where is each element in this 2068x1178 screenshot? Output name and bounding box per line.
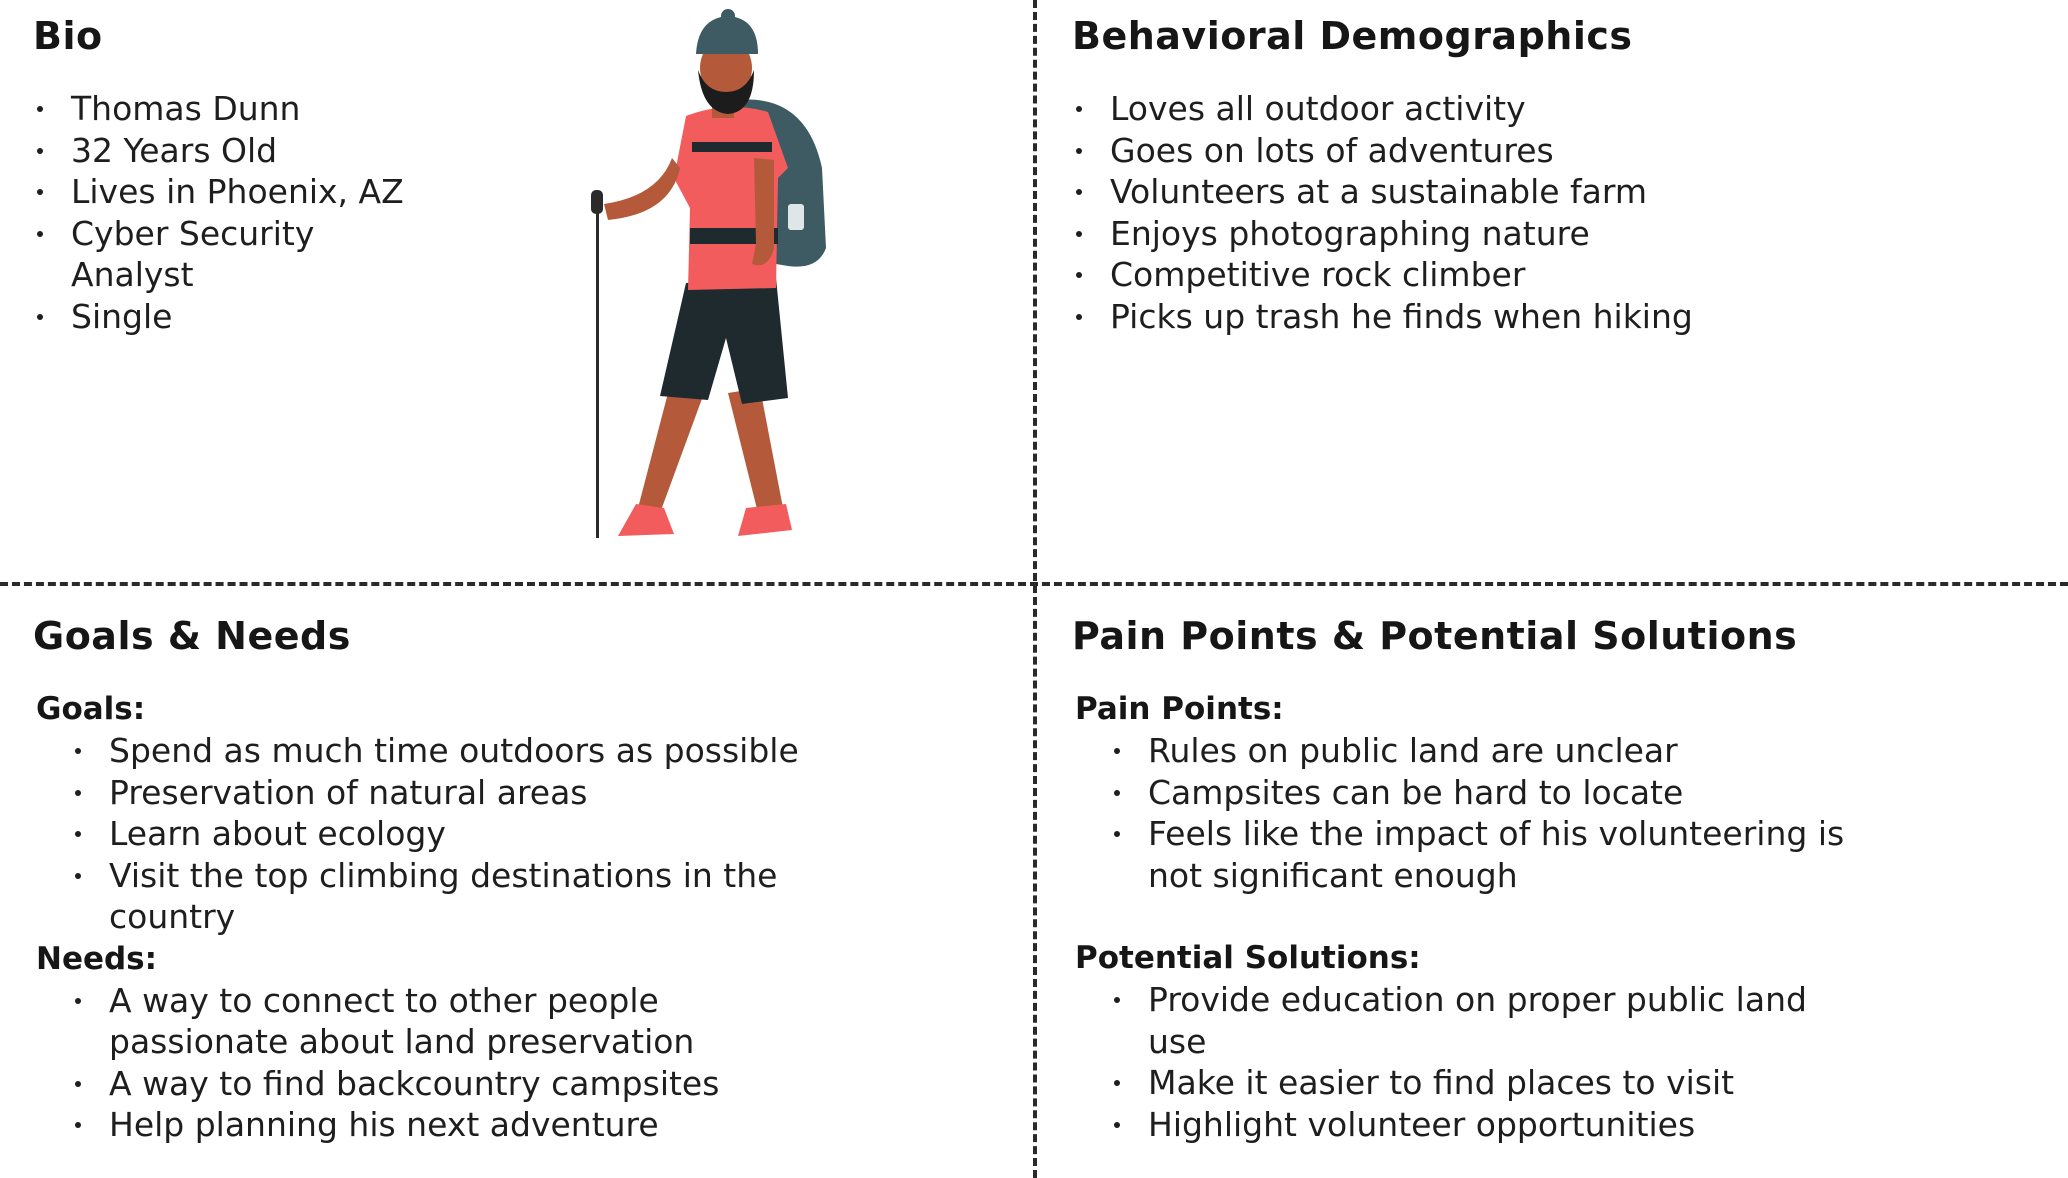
list-item: Help planning his next adventure [71,1104,831,1146]
list-item: A way to connect to other people passion… [71,980,831,1063]
beanie [696,16,758,54]
shorts [660,278,788,404]
pain-points-section: Pain Points & Potential Solutions Pain P… [1072,610,2032,1145]
list-item: Provide education on proper public land … [1110,979,1870,1062]
chest-strap [692,142,772,152]
list-item: Thomas Dunn [33,88,413,130]
goals-label: Goals: [36,691,146,727]
needs-label: Needs: [36,940,158,977]
bio-title: Bio [33,14,103,58]
bio-list: Thomas Dunn 32 Years Old Lives in Phoeni… [33,88,413,337]
goals-needs-section: Goals & Needs Goals: Spend as much time … [33,610,1013,1146]
list-item: Lives in Phoenix, AZ [33,171,413,213]
pole-grip [591,190,603,214]
list-item: Highlight volunteer opportunities [1110,1104,1870,1146]
behavioral-title: Behavioral Demographics [1072,14,1633,58]
spacer [1072,896,2032,937]
list-item: 32 Years Old [33,130,413,172]
list-item: Feels like the impact of his volunteerin… [1110,813,1870,896]
beard [698,70,754,114]
beanie-pompom [721,9,735,23]
list-item: Preservation of natural areas [71,772,831,814]
list-item: Learn about ecology [71,813,831,855]
trekking-pole [596,198,599,538]
hiker-illustration [591,9,826,538]
front-shoe [618,504,674,536]
list-item: Campsites can be hard to locate [1110,772,1870,814]
list-item: Make it easier to find places to visit [1110,1062,1870,1104]
list-item: Single [33,296,413,338]
behavioral-list: Loves all outdoor activity Goes on lots … [1072,88,2032,337]
solutions-label: Potential Solutions: [1075,940,1421,976]
goals-needs-title: Goals & Needs [33,614,351,658]
list-item: Enjoys photographing nature [1072,213,2032,255]
front-leg [638,393,703,513]
list-item: Volunteers at a sustainable farm [1072,171,2032,213]
goals-list: Spend as much time outdoors as possible … [71,730,831,938]
front-arm [604,158,680,220]
horizontal-divider [0,582,2068,586]
backpack-pocket [788,204,804,230]
list-item: Cyber Security Analyst [33,213,413,296]
list-item: Spend as much time outdoors as possible [71,730,831,772]
pain-points-label: Pain Points: [1075,691,1284,727]
list-item: A way to find backcountry campsites [71,1063,831,1105]
vertical-divider [1033,0,1037,1178]
back-shoe [738,504,792,536]
solutions-list: Provide education on proper public land … [1110,979,1870,1145]
back-leg [728,388,783,513]
bio-section: Bio Thomas Dunn 32 Years Old Lives in Ph… [33,10,593,337]
list-item: Picks up trash he finds when hiking [1072,296,2032,338]
behavioral-section: Behavioral Demographics Loves all outdoo… [1072,10,2032,337]
list-item: Goes on lots of adventures [1072,130,2032,172]
pain-points-list: Rules on public land are unclear Campsit… [1110,730,1870,896]
back-arm [752,158,774,266]
list-item: Visit the top climbing destinations in t… [71,855,831,938]
needs-list: A way to connect to other people passion… [71,980,831,1146]
list-item: Competitive rock climber [1072,254,2032,296]
list-item: Rules on public land are unclear [1110,730,1870,772]
pain-points-title: Pain Points & Potential Solutions [1072,614,1798,658]
list-item: Loves all outdoor activity [1072,88,2032,130]
